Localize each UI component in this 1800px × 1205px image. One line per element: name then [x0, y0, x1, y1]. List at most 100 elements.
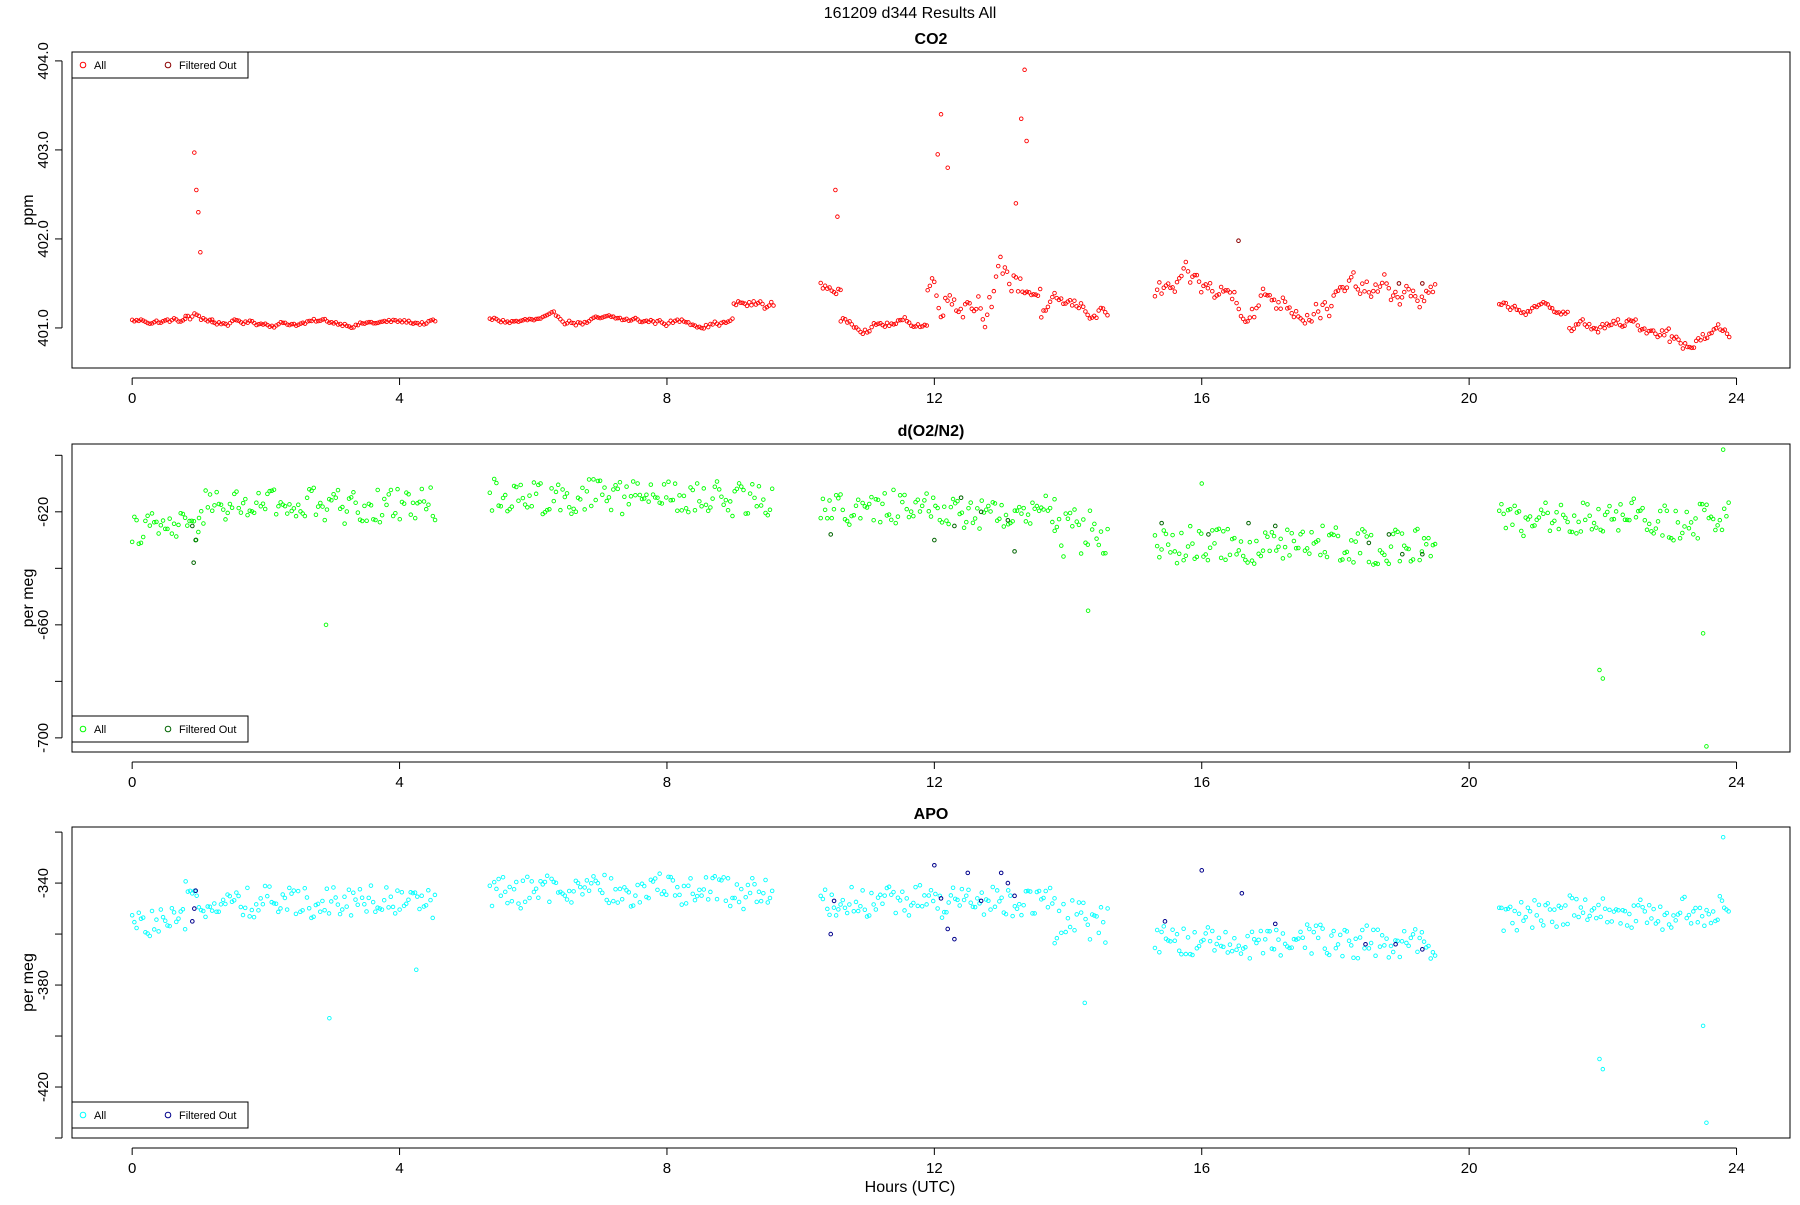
data-point	[505, 900, 510, 906]
data-point	[1527, 309, 1533, 314]
data-point	[714, 896, 720, 902]
data-point	[1587, 913, 1592, 919]
data-point	[511, 319, 517, 324]
data-point	[278, 500, 283, 505]
data-point	[1232, 289, 1237, 295]
data-point	[924, 902, 929, 907]
data-point	[1582, 517, 1588, 523]
data-point	[860, 888, 865, 893]
data-point	[653, 495, 658, 500]
data-point	[1666, 922, 1672, 927]
data-point	[311, 316, 317, 322]
data-point	[136, 910, 142, 915]
data-point	[1181, 926, 1186, 931]
data-point	[1685, 344, 1690, 350]
data-point	[1247, 315, 1253, 320]
data-point	[1521, 918, 1526, 923]
data-point	[1377, 944, 1383, 949]
data-point	[835, 214, 840, 219]
data-point	[1666, 326, 1671, 331]
data-point	[1606, 323, 1612, 328]
data-point	[171, 521, 177, 526]
data-point	[375, 905, 380, 910]
data-point	[132, 514, 137, 520]
data-point	[1355, 955, 1361, 961]
data-point	[703, 502, 709, 508]
filtered-point	[958, 495, 964, 500]
data-point	[608, 876, 614, 881]
data-point	[1331, 532, 1336, 538]
data-point	[163, 526, 168, 532]
x-tick-label: 16	[1193, 1160, 1210, 1177]
data-point	[375, 320, 381, 326]
data-point	[1375, 289, 1380, 294]
data-point	[935, 505, 940, 511]
data-point	[886, 512, 892, 517]
data-point	[210, 319, 215, 325]
data-point	[1021, 902, 1026, 908]
data-point	[1657, 904, 1663, 910]
data-point	[178, 510, 183, 516]
plot-frame	[71, 51, 1791, 369]
data-point	[295, 888, 301, 894]
data-point	[573, 509, 579, 514]
data-point	[547, 507, 552, 512]
data-point	[260, 501, 266, 507]
data-point	[902, 315, 907, 320]
data-point	[1525, 517, 1531, 522]
data-point	[979, 498, 984, 503]
data-point	[156, 531, 161, 536]
data-point	[370, 899, 376, 905]
data-point	[1609, 517, 1614, 522]
data-point	[900, 317, 905, 323]
data-point	[353, 500, 358, 505]
data-point	[1081, 517, 1086, 522]
data-point	[904, 506, 909, 512]
data-point	[1289, 311, 1294, 316]
data-point	[562, 494, 568, 500]
data-point	[1496, 905, 1502, 910]
data-point	[315, 901, 321, 907]
data-point	[1267, 292, 1272, 298]
data-point	[183, 313, 188, 319]
data-point	[681, 883, 687, 889]
data-point	[1154, 927, 1160, 933]
data-point	[1269, 297, 1275, 303]
data-point	[1225, 526, 1230, 532]
data-point	[359, 895, 365, 900]
data-point	[1626, 317, 1632, 323]
data-point	[234, 317, 239, 323]
data-point	[1631, 903, 1637, 908]
data-point	[1523, 312, 1528, 317]
data-point	[635, 882, 640, 888]
data-point	[386, 905, 391, 910]
data-point	[946, 900, 951, 905]
data-point	[1379, 280, 1385, 286]
data-point	[1052, 497, 1057, 502]
data-point	[613, 316, 618, 321]
data-point	[487, 316, 493, 321]
data-point	[966, 505, 971, 511]
data-point	[527, 895, 532, 901]
data-point	[500, 495, 506, 501]
data-point	[293, 513, 299, 519]
data-point	[1419, 294, 1425, 299]
data-point	[1547, 528, 1553, 534]
data-point	[1567, 325, 1572, 331]
data-point	[344, 509, 350, 514]
data-point	[1161, 528, 1167, 533]
data-point	[1256, 303, 1261, 308]
data-point	[373, 909, 378, 914]
data-point	[1605, 509, 1610, 515]
data-point	[911, 513, 916, 519]
data-point	[296, 502, 301, 508]
data-point	[1507, 904, 1513, 910]
data-point	[637, 319, 643, 324]
data-point	[1028, 521, 1033, 526]
data-point	[845, 320, 850, 325]
data-point	[174, 919, 179, 925]
data-point	[333, 495, 339, 500]
data-point	[212, 901, 217, 906]
data-point	[1600, 1066, 1606, 1072]
data-point	[201, 521, 206, 526]
